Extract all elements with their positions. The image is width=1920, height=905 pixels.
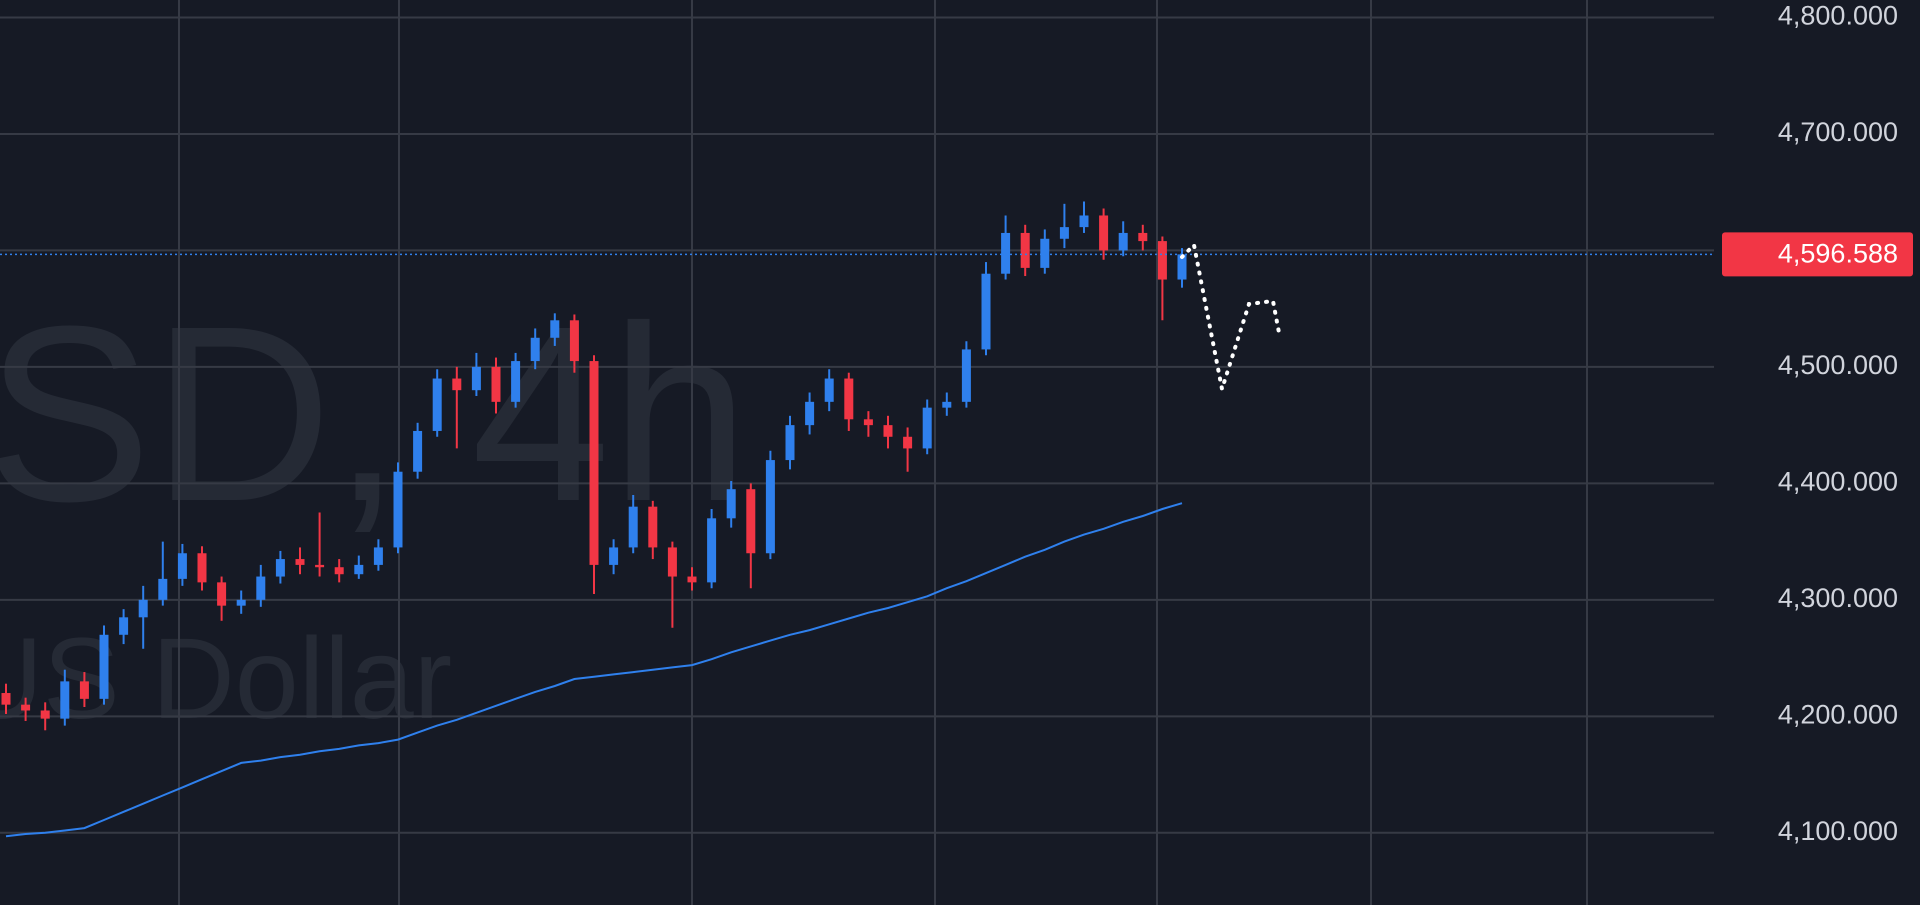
candle-body <box>471 366 481 391</box>
candle-body <box>393 471 403 548</box>
candle-body <box>452 378 462 391</box>
candle-body <box>628 506 638 548</box>
candle-body <box>315 564 325 568</box>
projection-path <box>1180 240 1282 390</box>
y-tick-label: 4,700.000 <box>1778 117 1898 147</box>
candle-body <box>1099 215 1109 251</box>
candle-body <box>530 337 540 362</box>
y-tick-label: 4,400.000 <box>1778 466 1898 496</box>
candle-body <box>805 401 815 426</box>
candle-body <box>295 559 305 565</box>
candle-body <box>373 547 383 565</box>
candle-body <box>432 378 442 431</box>
candle-body <box>158 578 168 600</box>
candle-body <box>746 489 756 554</box>
time-grid <box>178 0 1588 905</box>
candle-body <box>217 582 227 606</box>
candle-body <box>765 460 775 554</box>
candle-body <box>60 681 70 719</box>
moving-average <box>5 502 1183 838</box>
candle-body <box>687 576 697 583</box>
candle-body <box>648 506 658 548</box>
candle-body <box>726 489 736 519</box>
candle-body <box>903 436 913 449</box>
candle-body <box>138 599 148 618</box>
candle-body <box>707 518 717 583</box>
candle-body <box>177 553 187 579</box>
candle-body <box>1157 241 1167 280</box>
candle-body <box>21 704 31 711</box>
candle-body <box>1001 232 1011 274</box>
price-axis-labels: 4,100.000 4,200.000 4,300.000 4,400.000 4,50… <box>1722 1 1913 846</box>
candle-body <box>354 564 364 575</box>
y-tick-label: 4,800.000 <box>1778 1 1898 31</box>
price-grid <box>0 16 1714 834</box>
candle-body <box>491 366 501 402</box>
candle-body <box>1138 232 1148 242</box>
candle-body <box>1177 254 1187 280</box>
candle-body <box>569 320 579 362</box>
candle-body <box>334 567 344 575</box>
last-price-label: 4,596.588 <box>1778 239 1898 269</box>
candle-body <box>961 349 971 402</box>
candle-body <box>942 401 952 408</box>
candle-body <box>1 693 11 705</box>
candle-body <box>119 617 129 635</box>
last-price-box <box>1722 232 1913 277</box>
candle-body <box>79 681 89 699</box>
watermark-subtitle: US Dollar <box>0 615 452 743</box>
candle-body <box>99 634 109 699</box>
candle-body <box>197 553 207 583</box>
plot <box>0 201 1714 838</box>
candle-body <box>511 361 521 402</box>
watermark-title: SD, 4h <box>0 274 749 553</box>
candle-body <box>609 547 619 565</box>
candle-body <box>40 710 50 719</box>
candle-body <box>1040 238 1050 268</box>
price-axis <box>1714 0 1920 905</box>
candle-body <box>667 547 677 577</box>
candle-body <box>413 430 423 472</box>
candle-body <box>256 576 266 600</box>
y-tick-label: 4,300.000 <box>1778 583 1898 613</box>
candle-body <box>981 273 991 350</box>
candle-body <box>550 320 560 338</box>
candle-body <box>275 559 285 577</box>
y-tick-label: 4,500.000 <box>1778 350 1898 380</box>
candle-body <box>1118 232 1128 251</box>
y-tick-label: 4,100.000 <box>1778 816 1898 846</box>
candle-body <box>883 425 893 437</box>
candle-body <box>844 378 854 420</box>
candle-body <box>1020 232 1030 268</box>
candle-body <box>589 361 599 565</box>
candle-body <box>1059 227 1069 239</box>
y-tick-label: 4,200.000 <box>1778 699 1898 729</box>
candle-body <box>824 378 834 402</box>
candle-body <box>785 425 795 461</box>
candle-body <box>236 599 246 606</box>
candle-body <box>922 407 932 449</box>
candle-body <box>863 419 873 426</box>
candle-body <box>1079 215 1089 228</box>
